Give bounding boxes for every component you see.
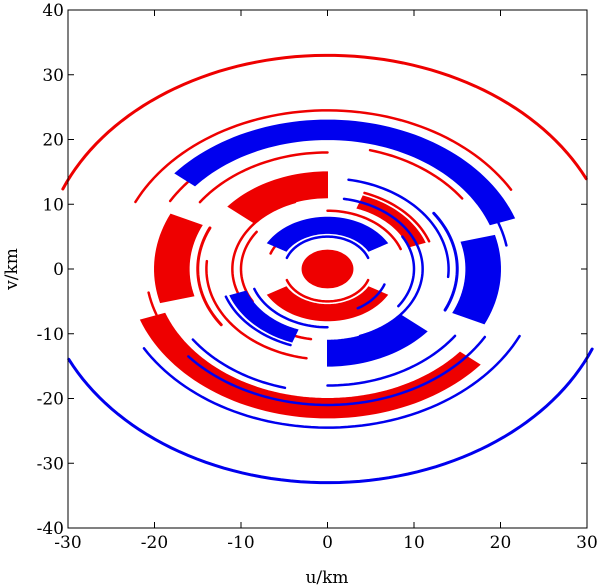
blue-uv-track [347,178,450,279]
red-uv-band [154,213,203,304]
x-tick-label: 10 [403,533,425,553]
red-uv-track [363,191,431,243]
blue-uv-band [266,216,389,252]
x-tick-label: -20 [141,533,168,553]
red-uv-track [304,251,351,287]
red-uv-track [147,291,180,349]
y-tick-label: -20 [37,390,64,410]
blue-uv-track [397,235,416,308]
blue-uv-track [356,283,386,310]
y-tick-label: 0 [53,260,64,280]
y-tick-label: 10 [42,195,64,215]
blue-uv-track [285,235,370,260]
x-tick-label: 30 [576,533,598,553]
plot-content [61,53,594,485]
blue-uv-track [142,334,521,429]
red-uv-track [134,109,513,204]
y-axis-label: v/km [2,248,22,291]
red-uv-track [326,209,402,251]
blue-uv-track [326,334,457,387]
blue-uv-track [253,287,329,329]
y-tick-label: 40 [42,1,64,21]
blue-uv-track [67,347,594,485]
red-uv-track [196,226,223,327]
x-axis-label: u/km [305,568,348,586]
y-tick-label: 20 [42,131,64,151]
x-tick-label: 20 [490,533,512,553]
blue-uv-band [452,234,501,325]
red-uv-track [368,148,464,200]
red-uv-track [205,259,308,360]
blue-uv-track [191,338,287,390]
x-tick-label: -30 [54,533,81,553]
y-tick-label: -30 [37,454,64,474]
red-uv-track [198,151,329,204]
red-uv-core [301,249,354,289]
y-tick-label: 30 [42,66,64,86]
y-tick-label: -40 [37,519,64,539]
blue-uv-track [432,211,459,312]
x-tick-label: 0 [322,533,333,553]
red-uv-band [356,195,426,248]
x-tick-label: -10 [227,533,254,553]
blue-uv-track [224,295,292,347]
red-uv-band [139,312,481,419]
red-uv-band [266,286,389,322]
blue-uv-band [174,119,516,226]
y-tick-label: -10 [37,325,64,345]
blue-uv-track [187,335,487,407]
blue-uv-band [229,290,299,343]
red-uv-track [285,278,370,303]
blue-uv-track [475,189,508,247]
red-uv-track [61,53,588,191]
blue-uv-track [342,197,424,338]
red-uv-track [239,230,258,303]
